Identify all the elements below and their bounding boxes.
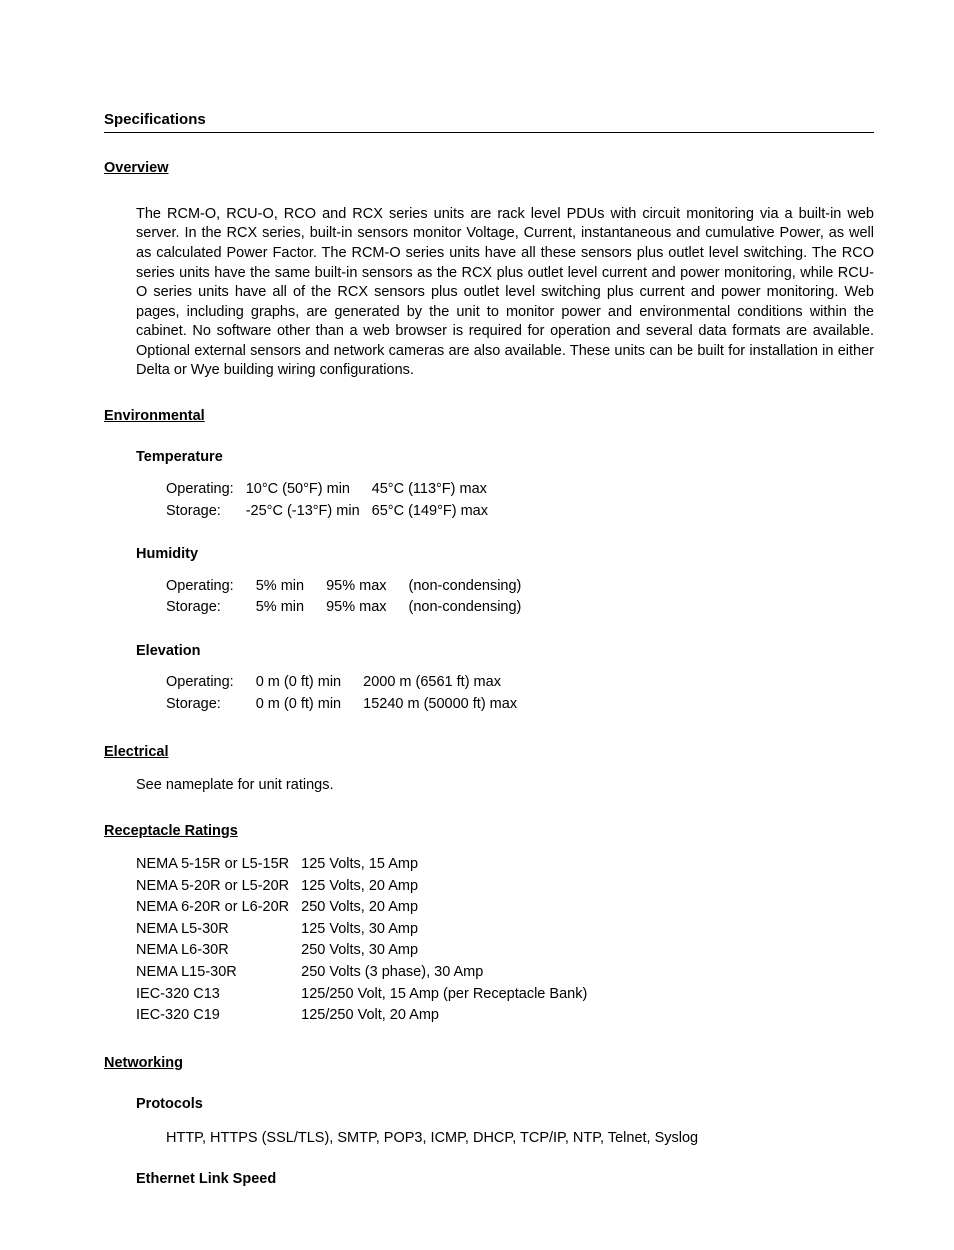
cell-max: 65°C (149°F) max — [372, 502, 500, 524]
cell-max: 95% max — [326, 598, 408, 620]
cell-label: Storage: — [166, 695, 256, 717]
table-row: IEC-320 C19125/250 Volt, 20 Amp — [136, 1006, 599, 1028]
cell-rating: 125/250 Volt, 15 Amp (per Receptacle Ban… — [301, 985, 599, 1007]
cell-label: Storage: — [166, 598, 256, 620]
cell-rating: 250 Volts (3 phase), 30 Amp — [301, 963, 599, 985]
cell-label: Storage: — [166, 502, 246, 524]
table-row: NEMA 5-20R or L5-20R125 Volts, 20 Amp — [136, 877, 599, 899]
table-row: NEMA L5-30R125 Volts, 30 Amp — [136, 920, 599, 942]
table-row: Operating: 0 m (0 ft) min 2000 m (6561 f… — [166, 673, 539, 695]
cell-note: (non-condensing) — [409, 598, 544, 620]
cell-min: 10°C (50°F) min — [246, 480, 372, 502]
humidity-table: Operating: 5% min 95% max (non-condensin… — [166, 577, 543, 620]
section-heading-networking: Networking — [104, 1054, 874, 1074]
table-row: NEMA 6-20R or L6-20R250 Volts, 20 Amp — [136, 898, 599, 920]
cell-min: 5% min — [256, 598, 326, 620]
elevation-table: Operating: 0 m (0 ft) min 2000 m (6561 f… — [166, 673, 539, 716]
cell-name: NEMA 6-20R or L6-20R — [136, 898, 301, 920]
page: Specifications Overview The RCM-O, RCU-O… — [0, 0, 954, 1250]
table-row: IEC-320 C13125/250 Volt, 15 Amp (per Rec… — [136, 985, 599, 1007]
section-heading-receptacle: Receptacle Ratings — [104, 822, 874, 842]
cell-max: 45°C (113°F) max — [372, 480, 500, 502]
table-row: Storage: -25°C (-13°F) min 65°C (149°F) … — [166, 502, 500, 524]
cell-label: Operating: — [166, 673, 256, 695]
cell-name: IEC-320 C19 — [136, 1006, 301, 1028]
table-row: NEMA L15-30R250 Volts (3 phase), 30 Amp — [136, 963, 599, 985]
cell-name: NEMA L5-30R — [136, 920, 301, 942]
cell-rating: 125 Volts, 15 Amp — [301, 855, 599, 877]
cell-min: 5% min — [256, 577, 326, 599]
cell-name: IEC-320 C13 — [136, 985, 301, 1007]
table-row: Storage: 0 m (0 ft) min 15240 m (50000 f… — [166, 695, 539, 717]
cell-rating: 250 Volts, 20 Amp — [301, 898, 599, 920]
table-row: Operating: 5% min 95% max (non-condensin… — [166, 577, 543, 599]
overview-paragraph: The RCM-O, RCU-O, RCO and RCX series uni… — [136, 205, 874, 381]
cell-name: NEMA 5-15R or L5-15R — [136, 855, 301, 877]
table-row: Storage: 5% min 95% max (non-condensing) — [166, 598, 543, 620]
cell-max: 15240 m (50000 ft) max — [363, 695, 539, 717]
cell-min: -25°C (-13°F) min — [246, 502, 372, 524]
receptacle-table: NEMA 5-15R or L5-15R125 Volts, 15 Amp NE… — [136, 855, 599, 1028]
cell-min: 0 m (0 ft) min — [256, 673, 363, 695]
cell-rating: 125/250 Volt, 20 Amp — [301, 1006, 599, 1028]
cell-max: 95% max — [326, 577, 408, 599]
section-heading-overview: Overview — [104, 159, 874, 179]
cell-name: NEMA 5-20R or L5-20R — [136, 877, 301, 899]
cell-max: 2000 m (6561 ft) max — [363, 673, 539, 695]
subheading-protocols: Protocols — [136, 1095, 874, 1115]
cell-label: Operating: — [166, 577, 256, 599]
cell-rating: 125 Volts, 30 Amp — [301, 920, 599, 942]
cell-rating: 250 Volts, 30 Amp — [301, 941, 599, 963]
table-row: NEMA L6-30R250 Volts, 30 Amp — [136, 941, 599, 963]
cell-rating: 125 Volts, 20 Amp — [301, 877, 599, 899]
subheading-link-speed: Ethernet Link Speed — [136, 1170, 874, 1190]
subheading-temperature: Temperature — [136, 448, 874, 468]
cell-min: 0 m (0 ft) min — [256, 695, 363, 717]
cell-name: NEMA L15-30R — [136, 963, 301, 985]
cell-name: NEMA L6-30R — [136, 941, 301, 963]
section-heading-environmental: Environmental — [104, 407, 874, 427]
table-row: Operating: 10°C (50°F) min 45°C (113°F) … — [166, 480, 500, 502]
cell-label: Operating: — [166, 480, 246, 502]
subheading-humidity: Humidity — [136, 545, 874, 565]
cell-note: (non-condensing) — [409, 577, 544, 599]
electrical-text: See nameplate for unit ratings. — [136, 776, 874, 796]
page-title: Specifications — [104, 110, 874, 133]
protocols-text: HTTP, HTTPS (SSL/TLS), SMTP, POP3, ICMP,… — [166, 1129, 874, 1149]
temperature-table: Operating: 10°C (50°F) min 45°C (113°F) … — [166, 480, 500, 523]
table-row: NEMA 5-15R or L5-15R125 Volts, 15 Amp — [136, 855, 599, 877]
subheading-elevation: Elevation — [136, 642, 874, 662]
section-heading-electrical: Electrical — [104, 743, 874, 763]
